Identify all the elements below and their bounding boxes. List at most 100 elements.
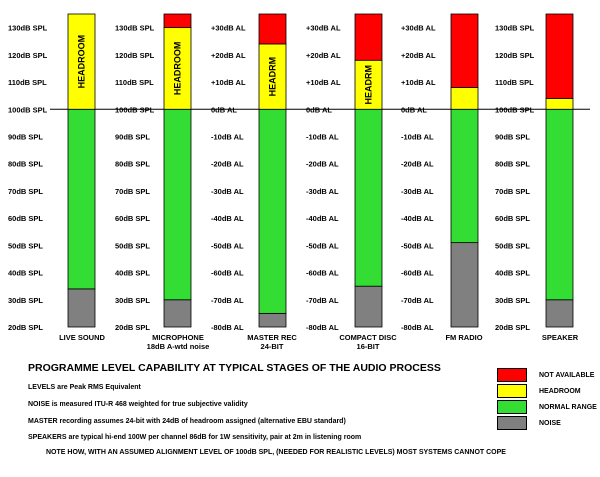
tick-label: -50dB AL	[211, 241, 244, 250]
band-fm-radio-headroom	[450, 87, 479, 110]
tick-label: 60dB SPL	[495, 214, 530, 223]
tick-label: +20dB AL	[211, 51, 246, 60]
tick-label: -20dB AL	[211, 160, 244, 169]
tick-label: -80dB AL	[306, 323, 339, 332]
band-microphone-headroom	[163, 27, 192, 110]
band-master-rec-normal	[258, 108, 287, 314]
tick-label: 80dB SPL	[115, 160, 150, 169]
tick-label: 20dB SPL	[115, 323, 150, 332]
tick-label: -80dB AL	[401, 323, 434, 332]
band-microphone-normal	[163, 108, 192, 301]
legend-swatch-noise	[497, 416, 527, 430]
tick-label: 40dB SPL	[495, 269, 530, 278]
headroom-band-label: HEADRM	[364, 65, 374, 105]
tick-label: 70dB SPL	[115, 187, 150, 196]
column-label-microphone: MICROPHONE	[152, 333, 204, 342]
tick-label: -70dB AL	[211, 296, 244, 305]
note-levels: LEVELS are Peak RMS Equivalent	[28, 384, 141, 391]
band-compact-disc-normal	[354, 108, 383, 287]
band-microphone-noise	[163, 299, 192, 328]
tick-label: 70dB SPL	[8, 187, 43, 196]
band-speaker-not-available	[545, 13, 574, 99]
band-master-rec-headroom	[258, 43, 287, 110]
legend-label-noise: NOISE	[539, 419, 561, 427]
legend-label-headroom: HEADROOM	[539, 387, 581, 395]
tick-label: 40dB SPL	[115, 269, 150, 278]
tick-label: +20dB AL	[401, 51, 436, 60]
tick-label: 90dB SPL	[8, 132, 43, 141]
tick-label: 80dB SPL	[495, 160, 530, 169]
tick-label: -50dB AL	[401, 241, 434, 250]
tick-label: -40dB AL	[211, 214, 244, 223]
tick-label: -50dB AL	[306, 241, 339, 250]
tick-label: 90dB SPL	[495, 132, 530, 141]
tick-label: 110dB SPL	[115, 78, 154, 87]
legend-label-normal-range: NORMAL RANGE	[539, 403, 597, 411]
note-speakers: SPEAKERS are typical hi-end 100W per cha…	[28, 434, 362, 441]
band-master-rec-not-available	[258, 13, 287, 45]
tick-label: -10dB AL	[401, 132, 434, 141]
tick-label: 120dB SPL	[495, 51, 535, 60]
tick-label: 130dB SPL	[495, 24, 535, 33]
tick-label: 20dB SPL	[8, 323, 43, 332]
tick-label: -70dB AL	[306, 296, 339, 305]
legend-label-not-available: NOT AVAILABLE	[539, 371, 595, 379]
note-alignment: NOTE HOW, WITH AN ASSUMED ALIGNMENT LEVE…	[46, 449, 506, 456]
column-label-master-rec: 24-BIT	[261, 342, 284, 351]
tick-label: -60dB AL	[401, 269, 434, 278]
tick-label: 110dB SPL	[8, 78, 47, 87]
tick-label: +10dB AL	[306, 78, 341, 87]
headroom-band-label: HEADROOM	[77, 35, 87, 88]
tick-label: -40dB AL	[401, 214, 434, 223]
tick-label: 120dB SPL	[8, 51, 48, 60]
column-microphone: 130dB SPL 120dB SPL 110dB SPL 100dB SPL 90dB…	[115, 13, 210, 351]
headroom-band-label: HEADRM	[268, 57, 278, 97]
tick-label: 50dB SPL	[115, 241, 150, 250]
band-fm-radio-not-available	[450, 13, 479, 88]
tick-label: 90dB SPL	[115, 132, 150, 141]
band-speaker-normal	[545, 108, 574, 301]
tick-label: +10dB AL	[211, 78, 246, 87]
tick-label: 100dB SPL	[8, 105, 48, 114]
tick-label: 0dB AL	[211, 105, 237, 114]
tick-label: +20dB AL	[306, 51, 341, 60]
tick-label: -40dB AL	[306, 214, 339, 223]
column-label-speaker: SPEAKER	[542, 333, 579, 342]
note-noise: NOISE is measured ITU-R 468 weighted for…	[28, 401, 248, 408]
band-master-rec-noise	[258, 312, 287, 328]
tick-label: -60dB AL	[211, 269, 244, 278]
tick-label: 70dB SPL	[495, 187, 530, 196]
tick-label: 60dB SPL	[8, 214, 43, 223]
tick-label: -30dB AL	[211, 187, 244, 196]
tick-label: 40dB SPL	[8, 269, 43, 278]
band-compact-disc-not-available	[354, 13, 383, 61]
tick-label: +30dB AL	[401, 24, 436, 33]
chart-title: PROGRAMME LEVEL CAPABILITY AT TYPICAL ST…	[28, 362, 441, 374]
legend: NOT AVAILABLE HEADROOM NORMAL RANGE NOIS…	[497, 367, 597, 431]
tick-label: 80dB SPL	[8, 160, 43, 169]
tick-label: -80dB AL	[211, 323, 244, 332]
tick-label: 110dB SPL	[495, 78, 534, 87]
band-live-sound-noise	[67, 288, 96, 328]
tick-label: +30dB AL	[306, 24, 341, 33]
column-label-microphone: 18dB A-wtd noise	[147, 342, 210, 351]
tick-label: 100dB SPL	[495, 105, 535, 114]
legend-item-noise: NOISE	[497, 415, 597, 431]
band-live-sound-normal	[67, 108, 96, 290]
band-compact-disc-headroom	[354, 59, 383, 110]
tick-label: -70dB AL	[401, 296, 434, 305]
tick-label: 130dB SPL	[8, 24, 48, 33]
tick-label: 30dB SPL	[495, 296, 530, 305]
headroom-band-label: HEADROOM	[173, 42, 183, 96]
band-speaker-headroom	[545, 97, 574, 110]
tick-label: -30dB AL	[306, 187, 339, 196]
tick-label: -30dB AL	[401, 187, 434, 196]
tick-label: 120dB SPL	[115, 51, 155, 60]
band-fm-radio-normal	[450, 108, 479, 244]
tick-label: +10dB AL	[401, 78, 436, 87]
tick-label: -10dB AL	[211, 132, 244, 141]
band-speaker-noise	[545, 299, 574, 328]
tick-label: 30dB SPL	[115, 296, 150, 305]
legend-item-not-available: NOT AVAILABLE	[497, 367, 597, 383]
note-master: MASTER recording assumes 24-bit with 24d…	[28, 418, 346, 425]
